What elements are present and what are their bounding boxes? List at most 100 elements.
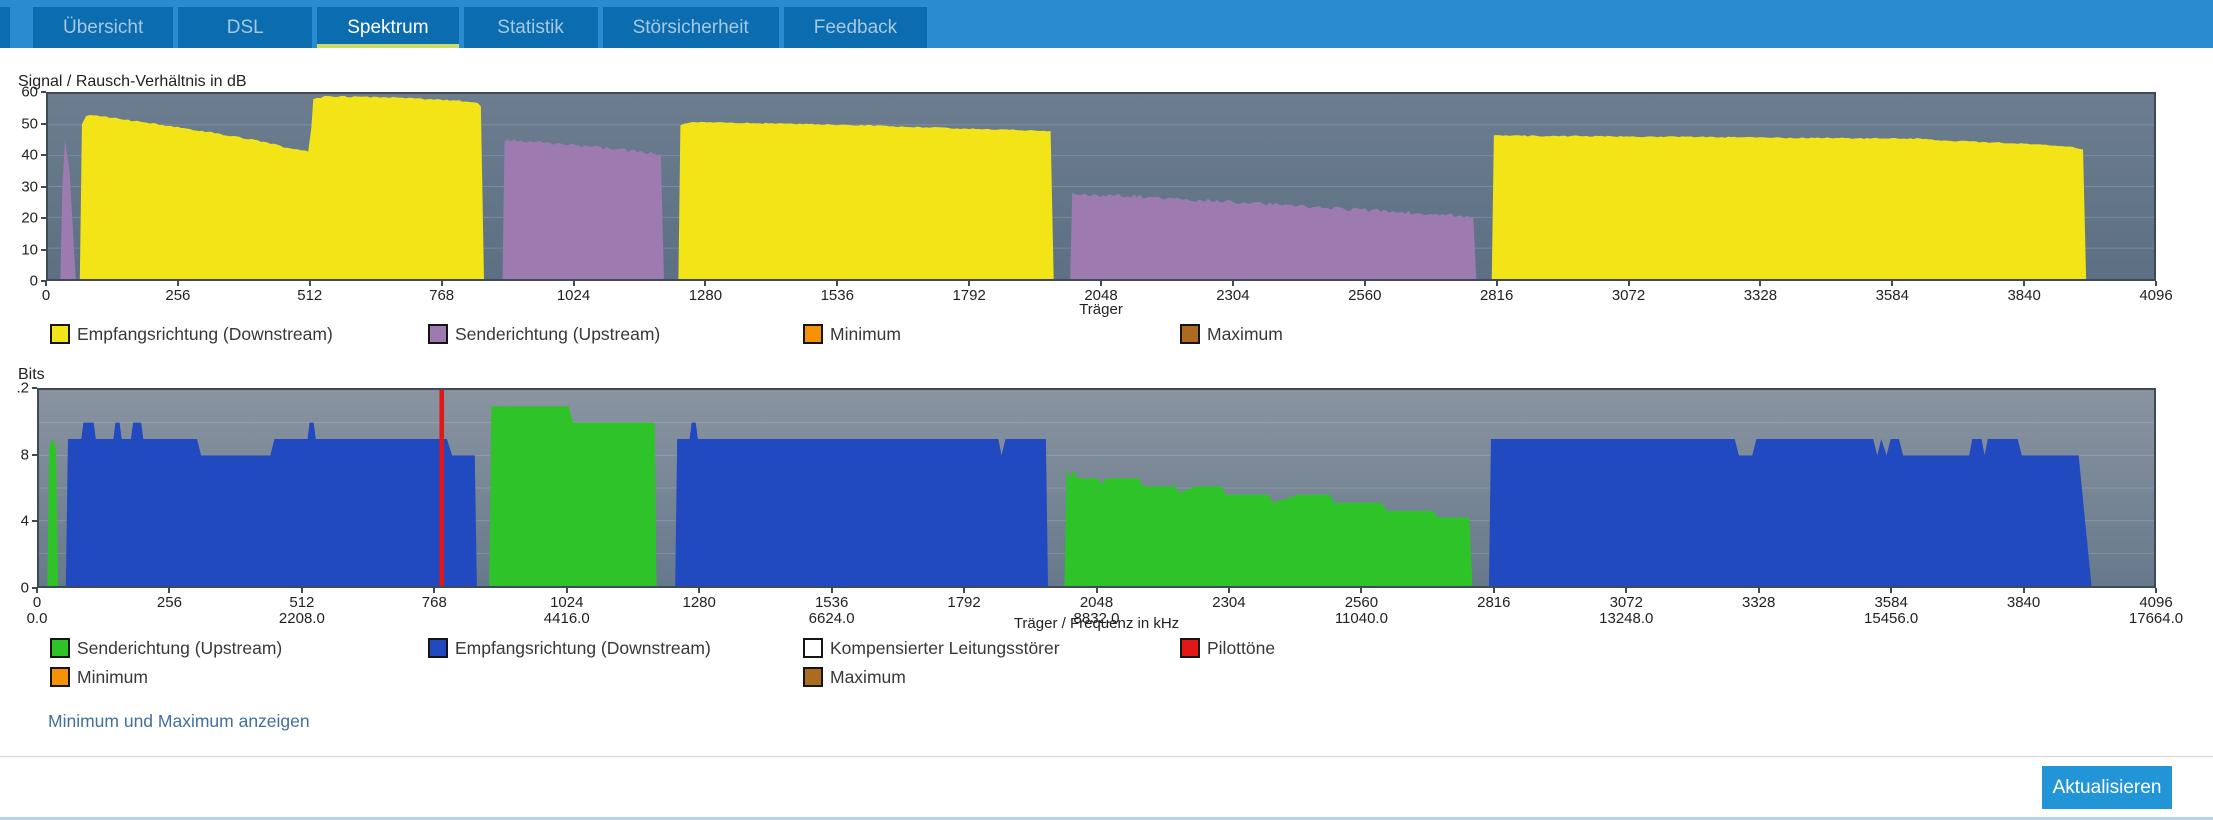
y-tick-label: 20 (21, 209, 38, 227)
x-tickmark (698, 588, 701, 593)
x-tick-label: 3328 (1743, 287, 1778, 304)
y-tickmark (41, 185, 46, 188)
x-tick-label: 1024 (556, 287, 591, 304)
footer-divider (0, 756, 2213, 757)
x-tick-label: 2304 (1216, 287, 1250, 304)
x-tick-freq-label: 13248.0 (1599, 610, 1654, 627)
x-tick-label: 2816 (1479, 287, 1514, 304)
y-tick-label: 30 (21, 178, 38, 195)
x-tick-label: 3840 (2007, 287, 2041, 304)
minmax-toggle-link[interactable]: Minimum und Maximum anzeigen (48, 711, 310, 731)
tab-stoersicherheit[interactable]: Störsicherheit (602, 7, 779, 48)
y-tickmark (32, 453, 37, 456)
legend-swatch (428, 638, 448, 658)
x-tick-freq-label: 11040.0 (1334, 610, 1388, 627)
x-tick-label: 2048 (1079, 594, 1114, 611)
y-tick-label: 4 (20, 512, 29, 530)
x-tickmark (963, 588, 966, 593)
legend-label: Maximum (830, 666, 906, 687)
x-tick-label: 2304 (1212, 594, 1246, 611)
x-tickmark (1492, 588, 1495, 593)
y-tick-label: .2 (16, 379, 29, 397)
x-tickmark (1095, 588, 1098, 593)
x-tick-label: 1536 (820, 287, 854, 304)
x-tickmark (440, 281, 443, 286)
y-tickmark (41, 280, 46, 282)
tab-dsl[interactable]: DSL (178, 7, 313, 48)
x-tickmark (1363, 281, 1366, 286)
series-senderichtung-upstream- (502, 139, 664, 279)
legend-item-maximum: Maximum (1180, 323, 1283, 345)
x-tick-freq-label: 4416.0 (543, 610, 590, 627)
x-tickmark (1495, 281, 1498, 286)
x-tick-label: 768 (421, 594, 447, 611)
x-tickmark (1890, 588, 1893, 593)
x-tickmark (1231, 281, 1234, 286)
x-tick-freq-label: 17664.0 (2128, 610, 2184, 627)
x-tickmark (1627, 281, 1630, 286)
series-empfangsrichtung-downstream- (79, 95, 484, 279)
legend-item-kompensierter-leitungsst-rer: Kompensierter Leitungsstörer (803, 637, 1060, 659)
x-tick-label: 2816 (1477, 594, 1511, 611)
legend-item-maximum: Maximum (803, 666, 906, 688)
x-tickmark (1227, 588, 1230, 593)
legend-item-empfangsrichtung-downstream-: Empfangsrichtung (Downstream) (50, 323, 333, 345)
tab-bar: Übersicht DSL Spektrum Statistik Störsicherh… (0, 0, 2213, 48)
x-tickmark (830, 588, 833, 593)
y-tickmark (41, 122, 46, 125)
x-tickmark (1625, 588, 1628, 593)
snr-chart-title: Signal / Rausch-Verhältnis in dB (18, 73, 247, 90)
refresh-button[interactable]: Aktualisieren (2042, 766, 2172, 809)
legend-label: Minimum (77, 666, 148, 687)
x-tickmark (176, 281, 179, 286)
x-tickmark (968, 281, 971, 286)
x-tickmark (1891, 281, 1894, 286)
plot1-svg (48, 95, 2154, 279)
series-empfangsrichtung-downstream- (1488, 439, 2092, 586)
x-tickmark (2023, 281, 2026, 286)
legend-label: Pilottöne (1207, 637, 1276, 658)
tab-spektrum[interactable]: Spektrum (317, 7, 459, 48)
plot2-svg (39, 390, 2154, 586)
x-tick-label: 0 (32, 594, 42, 611)
legend-swatch (1180, 324, 1200, 344)
tab-statistik[interactable]: Statistik (463, 7, 598, 48)
y-tick-label: 0 (20, 579, 29, 597)
page-bottom-edge (0, 817, 2213, 820)
x-tick-label: 1792 (952, 287, 986, 304)
x-tickmark (36, 588, 38, 593)
legend-item-senderichtung-upstream-: Senderichtung (Upstream) (50, 637, 282, 659)
tab-partial-stub[interactable] (0, 7, 10, 48)
x-tickmark (168, 588, 171, 593)
x-tick-freq-label: 6624.0 (808, 610, 855, 627)
x-tickmark (1759, 281, 1762, 286)
legend-item-minimum: Minimum (50, 666, 148, 688)
y-tickmark (41, 217, 46, 219)
x-tick-label: 512 (289, 594, 315, 611)
pilot-tone-marker (439, 390, 445, 586)
x-tickmark (836, 281, 839, 286)
x-tick-label: 3584 (1875, 287, 1909, 304)
y-tickmark (32, 387, 37, 389)
legend-swatch (50, 324, 70, 344)
tab-uebersicht[interactable]: Übersicht (33, 7, 174, 48)
tabs: Übersicht DSL Spektrum Statistik Störsicherh… (33, 7, 928, 48)
y-tick-label: 8 (20, 446, 29, 464)
bits-plot-area (37, 388, 2156, 588)
legend-swatch (803, 667, 823, 687)
x-tick-freq-label: 15456.0 (1864, 610, 1919, 627)
legend-item-senderichtung-upstream-: Senderichtung (Upstream) (428, 323, 660, 345)
legend-label: Senderichtung (Upstream) (455, 323, 661, 344)
series-senderichtung-upstream- (1070, 192, 1477, 279)
x-tick-label: 256 (156, 594, 182, 611)
x-axis-title: Träger / Frequenz in kHz (1013, 615, 1180, 632)
tab-feedback[interactable]: Feedback (783, 7, 928, 48)
series-senderichtung-upstream- (47, 439, 59, 586)
legend-label: Minimum (830, 323, 901, 344)
x-tick-label: 3328 (1742, 594, 1776, 611)
x-tick-label: 1280 (688, 287, 723, 304)
x-tick-label: 3072 (1609, 594, 1643, 611)
x-tick-freq-label: 2208.0 (278, 610, 325, 627)
x-tick-label: 256 (165, 287, 191, 304)
